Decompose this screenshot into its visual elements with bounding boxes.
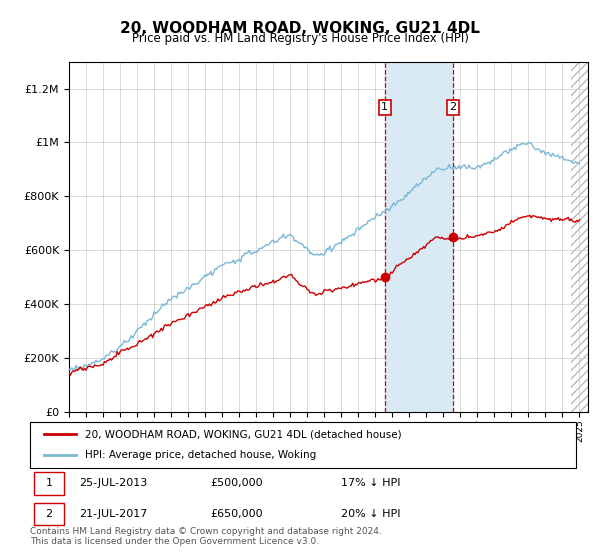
Text: 17% ↓ HPI: 17% ↓ HPI xyxy=(341,478,401,488)
Text: 20, WOODHAM ROAD, WOKING, GU21 4DL: 20, WOODHAM ROAD, WOKING, GU21 4DL xyxy=(120,21,480,36)
Text: 21-JUL-2017: 21-JUL-2017 xyxy=(79,509,148,519)
FancyBboxPatch shape xyxy=(34,503,64,525)
Text: £650,000: £650,000 xyxy=(210,509,263,519)
Text: 2: 2 xyxy=(449,102,457,113)
Text: 1: 1 xyxy=(382,102,388,113)
Text: 2: 2 xyxy=(46,509,53,519)
FancyBboxPatch shape xyxy=(30,422,576,468)
Text: HPI: Average price, detached house, Woking: HPI: Average price, detached house, Woki… xyxy=(85,450,316,460)
Text: 25-JUL-2013: 25-JUL-2013 xyxy=(79,478,148,488)
Text: 20, WOODHAM ROAD, WOKING, GU21 4DL (detached house): 20, WOODHAM ROAD, WOKING, GU21 4DL (deta… xyxy=(85,429,401,439)
Text: Price paid vs. HM Land Registry's House Price Index (HPI): Price paid vs. HM Land Registry's House … xyxy=(131,32,469,45)
Text: Contains HM Land Registry data © Crown copyright and database right 2024.
This d: Contains HM Land Registry data © Crown c… xyxy=(30,526,382,546)
Text: £500,000: £500,000 xyxy=(210,478,263,488)
Bar xyxy=(571,62,588,412)
Bar xyxy=(385,62,453,412)
Text: 1: 1 xyxy=(46,478,53,488)
FancyBboxPatch shape xyxy=(34,472,64,494)
Text: 20% ↓ HPI: 20% ↓ HPI xyxy=(341,509,401,519)
